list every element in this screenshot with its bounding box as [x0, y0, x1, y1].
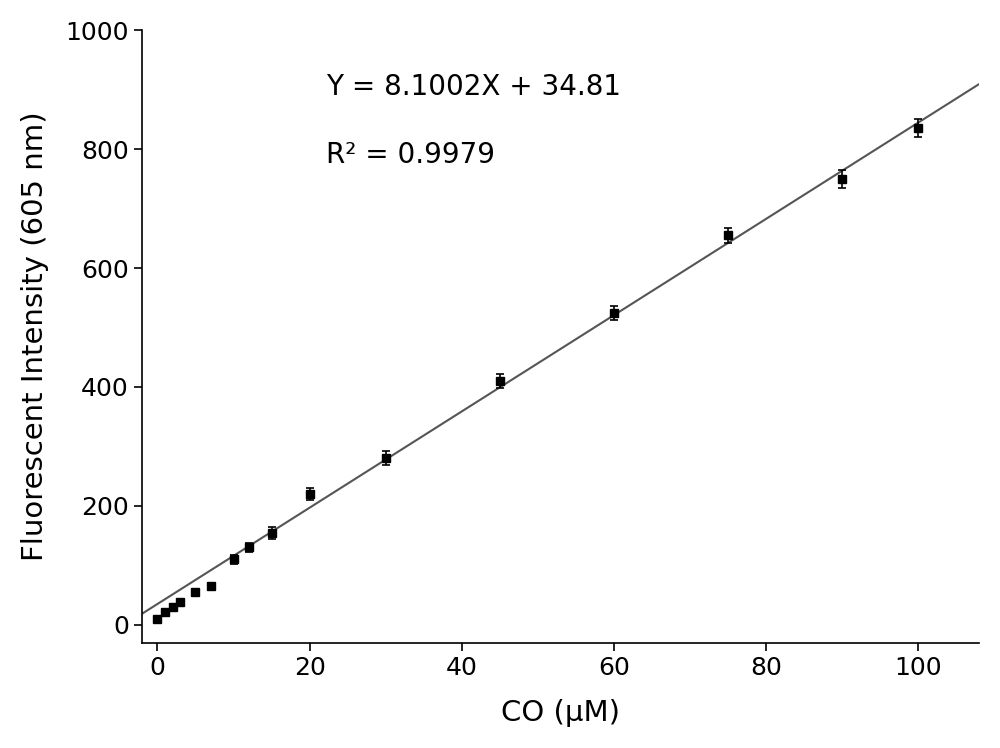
Text: R² = 0.9979: R² = 0.9979 [326, 141, 495, 168]
Y-axis label: Fluorescent Intensity (605 nm): Fluorescent Intensity (605 nm) [21, 111, 49, 561]
Text: Y = 8.1002X + 34.81: Y = 8.1002X + 34.81 [326, 73, 621, 101]
X-axis label: CO (μM): CO (μM) [501, 699, 620, 727]
